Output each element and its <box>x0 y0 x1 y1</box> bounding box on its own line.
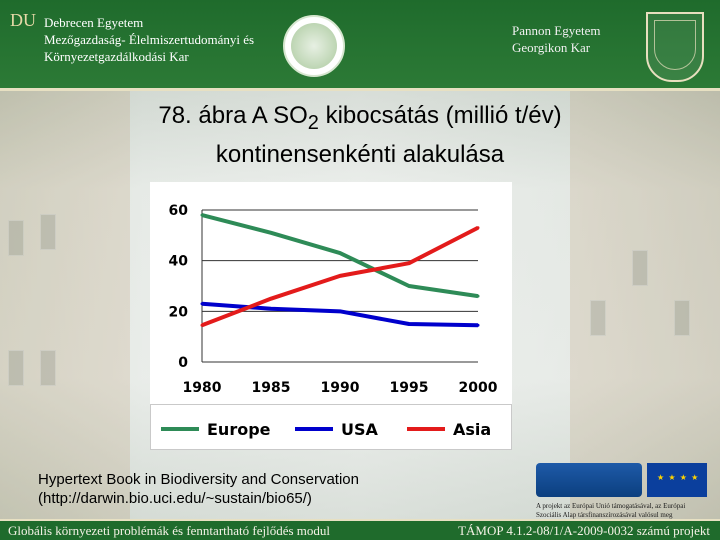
university-crest-icon <box>646 12 704 82</box>
logo-letters: DU <box>10 10 36 30</box>
data-point-usa <box>407 322 411 326</box>
series-line-europe <box>201 213 479 299</box>
chart-legend: Europe USA Asia <box>150 404 512 450</box>
data-point-usa <box>338 309 342 313</box>
uj-magyarorszag-logo-icon <box>536 463 642 497</box>
source-url: (http://darwin.bio.uci.edu/~sustain/bio6… <box>38 490 312 507</box>
y-tick-label: 20 <box>169 304 189 320</box>
university-seal-icon <box>283 15 345 77</box>
header-bar: DU Debrecen Egyetem Mezőgazdaság- Élelmi… <box>0 0 720 91</box>
slide-title-line1: 78. ábra A SO2 kibocsátás (millió t/év) <box>110 100 610 139</box>
x-tick-label: 1980 <box>183 380 222 396</box>
data-point-usa <box>200 302 204 306</box>
building-window <box>632 250 648 286</box>
footer-project-id: TÁMOP 4.1.2-08/1/A-2009-0032 számú proje… <box>458 523 710 538</box>
title-subscript: 2 <box>307 111 319 134</box>
data-point-europe <box>476 294 480 298</box>
university-logo-icon: DU <box>8 10 38 68</box>
data-point-asia <box>476 226 480 230</box>
building-window <box>8 350 24 386</box>
footer-module-name: Globális környezeti problémák és fenntar… <box>8 523 331 538</box>
university-right-line: Georgikon Kar <box>512 40 591 55</box>
footer-bar: Globális környezeti problémák és fenntar… <box>0 519 720 540</box>
data-point-usa <box>476 323 480 327</box>
building-left <box>0 90 130 520</box>
source-citation: Hypertext Book in Biodiversity and Conse… <box>38 470 458 508</box>
y-tick-label: 60 <box>169 203 189 219</box>
university-left-name: Debrecen Egyetem Mezőgazdaság- Élelmisze… <box>44 14 254 65</box>
university-right-line: Pannon Egyetem <box>512 23 601 38</box>
data-point-europe <box>407 284 411 288</box>
university-left-line: Debrecen Egyetem <box>44 15 144 30</box>
data-point-europe <box>338 251 342 255</box>
data-point-asia <box>200 323 204 327</box>
university-left-line: Környezetgazdálkodási Kar <box>44 49 189 64</box>
data-point-europe <box>269 231 273 235</box>
y-tick-label: 0 <box>178 355 188 371</box>
university-left-line: Mezőgazdaság- Élelmiszertudományi és <box>44 32 255 47</box>
source-line: Hypertext Book in Biodiversity and Conse… <box>38 471 359 488</box>
legend-label-asia: Asia <box>453 420 491 439</box>
x-tick-label: 1985 <box>252 380 291 396</box>
title-text: 78. ábra A SO <box>158 102 308 129</box>
data-point-usa <box>269 307 273 311</box>
y-tick-label: 40 <box>169 254 189 270</box>
x-tick-label: 1990 <box>321 380 360 396</box>
legend-label-europe: Europe <box>207 420 271 439</box>
data-point-europe <box>200 213 204 217</box>
legend-svg: Europe USA Asia <box>161 420 491 439</box>
x-tick-label: 2000 <box>459 380 498 396</box>
building-window <box>8 220 24 256</box>
eu-funding-note: A projekt az Európai Unió támogatásával,… <box>536 502 686 519</box>
building-window <box>40 350 56 386</box>
slide-title-line2: kontinensenkénti alakulása <box>215 140 505 168</box>
slide-title: 78. ábra A SO2 kibocsátás (millió t/év) … <box>110 100 610 171</box>
building-right <box>570 90 720 520</box>
x-tick-label: 1995 <box>390 380 429 396</box>
data-point-asia <box>407 261 411 265</box>
data-point-asia <box>269 297 273 301</box>
series-line-usa <box>201 301 479 328</box>
chart-plot: 0 20 40 60 1980 1985 1990 1995 2000 <box>169 203 498 396</box>
title-text-end: kibocsátás (millió t/év) <box>318 102 562 129</box>
data-point-asia <box>338 274 342 278</box>
so2-chart: 0 20 40 60 1980 1985 1990 1995 2000 Europe USA Asi… <box>150 182 512 450</box>
university-right-name: Pannon Egyetem Georgikon Kar <box>512 22 600 56</box>
building-window <box>590 300 606 336</box>
building-window <box>40 214 56 250</box>
eu-flag-icon <box>647 463 707 497</box>
building-window <box>674 300 690 336</box>
legend-label-usa: USA <box>341 420 379 439</box>
